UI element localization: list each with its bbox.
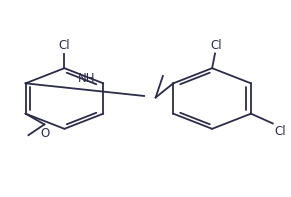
Text: NH: NH: [77, 72, 95, 85]
Text: Cl: Cl: [58, 39, 70, 52]
Text: Cl: Cl: [274, 125, 286, 138]
Text: Cl: Cl: [211, 39, 222, 52]
Text: O: O: [41, 127, 50, 140]
